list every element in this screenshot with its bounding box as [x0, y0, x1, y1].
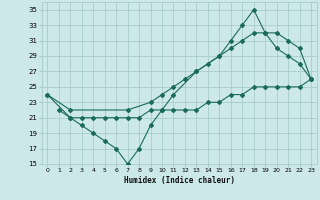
X-axis label: Humidex (Indice chaleur): Humidex (Indice chaleur)	[124, 176, 235, 185]
